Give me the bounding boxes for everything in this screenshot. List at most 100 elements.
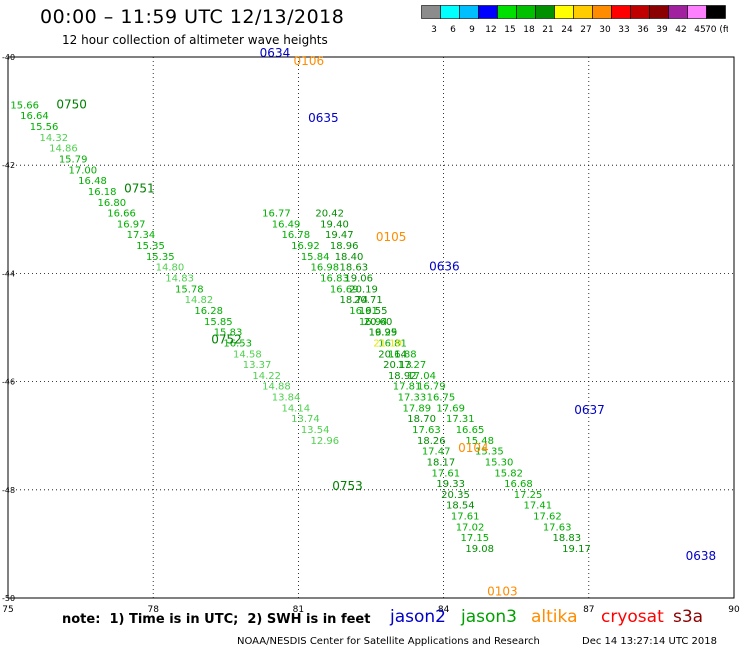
- swh-value-label: 21.19: [373, 338, 402, 349]
- y-tick-label: -42: [2, 161, 15, 170]
- swh-value-label: 16.98: [311, 263, 340, 274]
- swh-value-label: 16.65: [456, 425, 485, 436]
- swh-value-label: 16.78: [281, 230, 310, 241]
- swh-value-label: 15.83: [214, 328, 243, 339]
- swh-value-label: 15.35: [146, 252, 175, 263]
- pass-time-label: 0103: [487, 584, 518, 598]
- swh-value-label: 18.70: [407, 414, 436, 425]
- swh-value-label: 16.53: [223, 338, 252, 349]
- swh-value-label: 15.48: [465, 436, 494, 447]
- swh-value-label: 16.61: [349, 306, 378, 317]
- satellite-altika-label: altika: [531, 607, 578, 627]
- pass-time-label: 0637: [574, 403, 605, 417]
- swh-value-label: 18.92: [388, 371, 417, 382]
- swh-value-label: 15.35: [136, 241, 165, 252]
- swh-value-label: 17.69: [436, 403, 465, 414]
- swh-value-label: 17.04: [407, 371, 436, 382]
- swh-value-label: 17.31: [446, 414, 475, 425]
- swh-value-label: 19.47: [325, 230, 354, 241]
- scale-swatch: [706, 5, 726, 19]
- swh-value-label: 17.63: [412, 425, 441, 436]
- swh-value-label: 20.71: [354, 295, 383, 306]
- swh-value-label: 14.83: [165, 274, 194, 285]
- swh-value-label: 19.17: [562, 544, 591, 555]
- scale-label: 21: [542, 25, 553, 35]
- satellite-jason3-label: jason3: [461, 607, 517, 627]
- swh-value-label: 13.74: [291, 414, 320, 425]
- swh-value-label: 12.96: [311, 436, 340, 447]
- scale-label: 39: [656, 25, 668, 35]
- chart-title: 00:00 – 11:59 UTC 12/13/2018: [40, 6, 345, 28]
- swh-value-label: 14.86: [49, 144, 78, 155]
- pass-time-label: 0752: [211, 333, 242, 347]
- swh-value-label: 20.13: [383, 360, 412, 371]
- swh-value-label: 19.95: [369, 328, 398, 339]
- swh-value-label: 17.02: [456, 522, 485, 533]
- swh-value-label: 16.66: [107, 209, 136, 220]
- scale-label: 27: [580, 25, 591, 35]
- swh-value-label: 19.33: [436, 479, 465, 490]
- satellite-s3a-label: s3a: [673, 607, 704, 627]
- scale-label: 30: [599, 25, 611, 35]
- pass-time-label: 0106: [294, 54, 325, 68]
- swh-value-label: 18.63: [340, 263, 369, 274]
- scale-label: 15: [504, 25, 515, 35]
- pass-time-label: 0751: [124, 181, 155, 195]
- swh-value-label: 15.78: [175, 284, 204, 295]
- swh-value-label: 15.35: [475, 447, 504, 458]
- swh-value-label: 13.84: [272, 393, 301, 404]
- swh-value-label: 17.15: [461, 533, 490, 544]
- x-tick-label: 81: [293, 605, 304, 615]
- scale-label: 24: [561, 25, 573, 35]
- generation-timestamp: Dec 14 13:27:14 UTC 2018: [582, 636, 717, 647]
- pass-time-label: 0634: [260, 46, 291, 60]
- pass-time-label: 0636: [429, 260, 460, 274]
- x-tick-label: 84: [438, 605, 450, 615]
- y-tick-label: -50: [2, 594, 15, 603]
- swh-value-label: 17.47: [422, 447, 451, 458]
- x-tick-label: 75: [2, 605, 13, 615]
- swh-value-label: 19.40: [320, 219, 349, 230]
- scale-label: 36: [637, 25, 649, 35]
- y-tick-label: -44: [2, 269, 15, 278]
- swh-value-label: 14.22: [252, 371, 281, 382]
- swh-value-label: 18.26: [417, 436, 446, 447]
- scale-label: 70 (ft): [705, 25, 728, 35]
- scale-label: 12: [485, 25, 496, 35]
- swh-value-label: 16.75: [427, 393, 456, 404]
- swh-value-label: 17.62: [533, 512, 562, 523]
- scale-label: 9: [469, 25, 475, 35]
- swh-value-label: 17.61: [451, 512, 480, 523]
- swh-value-label: 14.88: [262, 382, 291, 393]
- swh-value-label: 14.14: [281, 403, 310, 414]
- series-track: 16.7716.4916.7816.9215.8416.9816.8316.69…: [262, 209, 591, 555]
- swh-value-label: 18.96: [330, 241, 359, 252]
- plot-frame: [7, 56, 735, 599]
- swh-value-label: 17.34: [127, 230, 156, 241]
- series-track: 15.6616.6415.5614.3214.8615.7917.0016.48…: [10, 100, 339, 446]
- swh-value-label: 17.89: [402, 403, 431, 414]
- pass-time-label: 0750: [56, 97, 87, 111]
- swh-value-label: 18.74: [340, 295, 369, 306]
- swh-value-label: 17.41: [523, 501, 552, 512]
- swh-value-label: 16.97: [117, 219, 146, 230]
- pass-time-label: 0638: [686, 549, 717, 563]
- swh-value-label: 14.80: [156, 263, 185, 274]
- swh-value-label: 20.35: [441, 490, 470, 501]
- swh-value-label: 14.32: [39, 133, 68, 144]
- scale-label: 3: [431, 25, 437, 35]
- swh-value-label: 15.66: [10, 100, 39, 111]
- pass-time-label: 0753: [332, 479, 363, 493]
- scale-label: 33: [618, 25, 629, 35]
- swh-value-label: 18.40: [335, 252, 364, 263]
- swh-value-label: 17.81: [393, 382, 422, 393]
- swh-value-label: 16.77: [262, 209, 291, 220]
- satellite-jason2-label: jason2: [390, 607, 446, 627]
- swh-value-label: 13.54: [301, 425, 330, 436]
- swh-value-label: 16.68: [504, 479, 533, 490]
- swh-value-label: 19.08: [465, 544, 494, 555]
- swh-value-label: 17.27: [398, 360, 427, 371]
- swh-value-label: 16.18: [88, 187, 117, 198]
